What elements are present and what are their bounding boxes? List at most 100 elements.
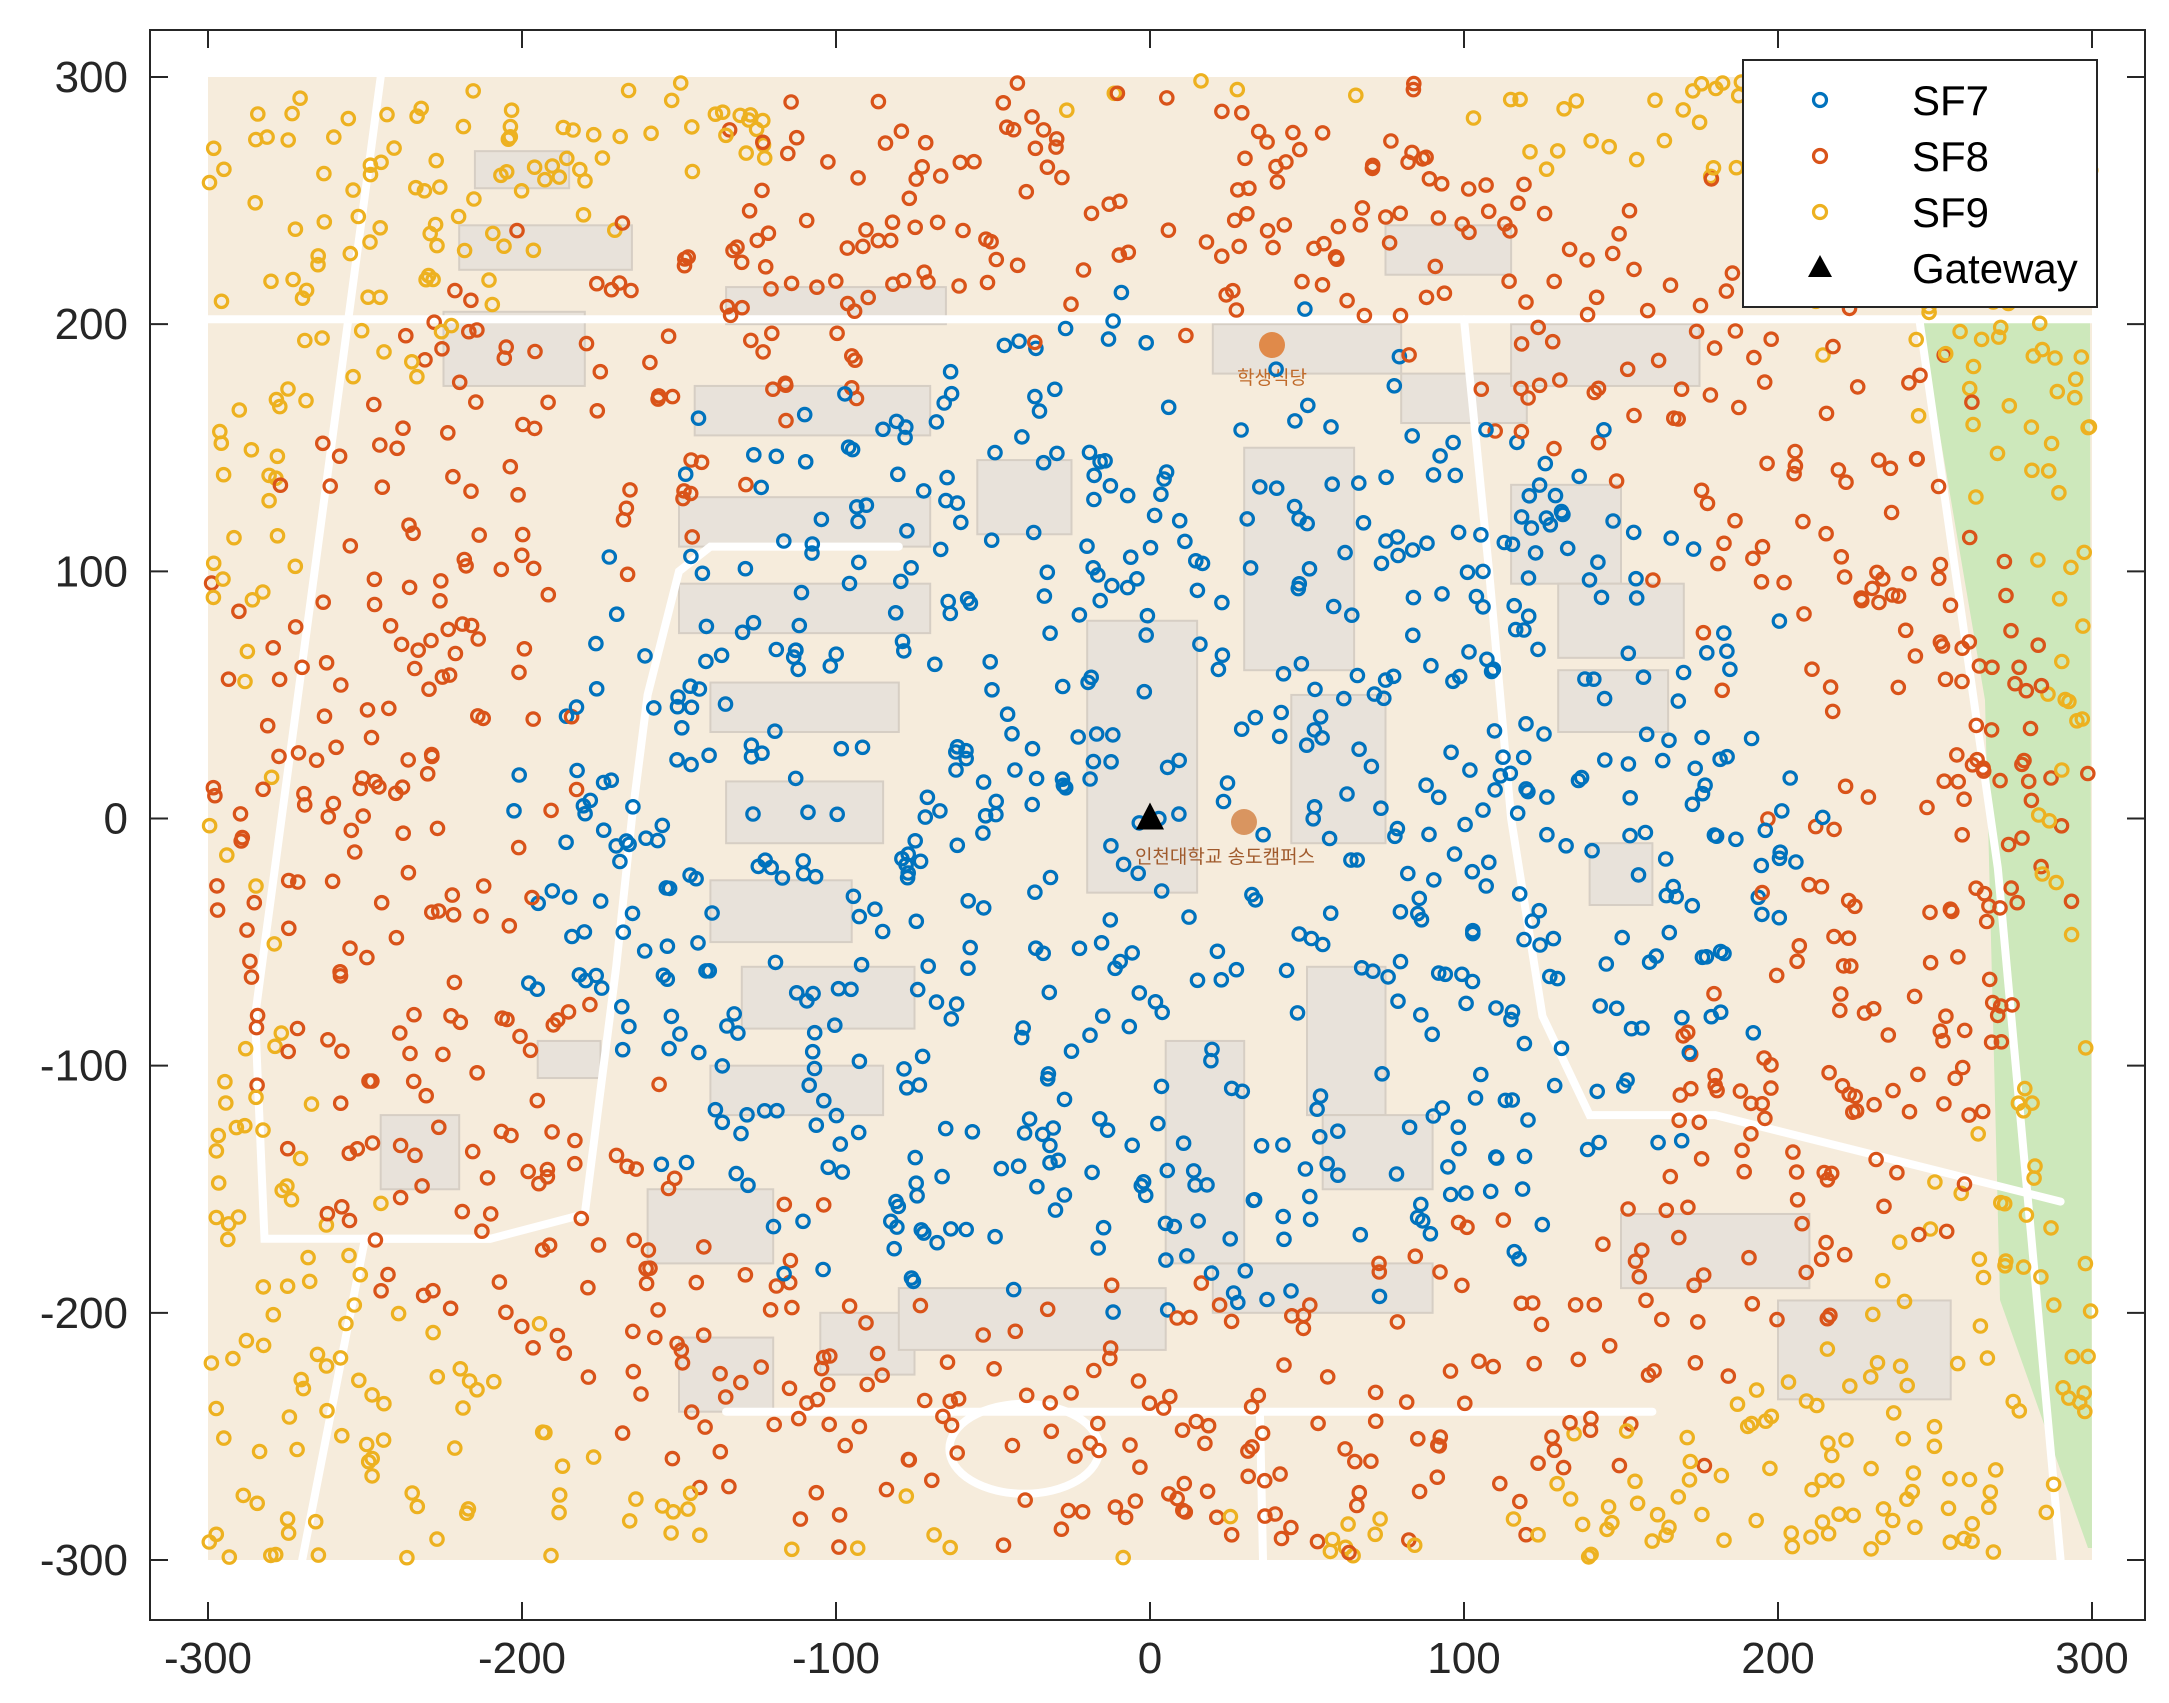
scatter-point-sf8 [1349, 1497, 1365, 1514]
scatter-point-sf7 [1271, 728, 1288, 745]
scatter-point-sf7 [1130, 865, 1146, 882]
scatter-point-sf7 [1380, 969, 1396, 985]
scatter-point-sf8 [280, 1043, 296, 1060]
scatter-point-sf7 [1532, 937, 1548, 953]
scatter-point-sf9 [399, 1549, 415, 1566]
scatter-point-sf7 [919, 789, 936, 806]
scatter-point-sf7 [659, 938, 676, 954]
scatter-point-sf8 [1341, 1544, 1357, 1561]
scatter-point-sf8 [580, 1369, 597, 1385]
scatter-point-sf8 [1392, 307, 1409, 324]
scatter-point-sf7 [1042, 1137, 1058, 1154]
scatter-point-sf8 [1795, 513, 1811, 530]
scatter-point-sf8 [460, 323, 477, 340]
scatter-point-sf7 [1586, 671, 1602, 687]
scatter-point-sf7 [1814, 809, 1831, 826]
scatter-point-sf7 [683, 699, 700, 716]
scatter-point-sf8 [942, 1393, 958, 1410]
scatter-point-sf8 [474, 1223, 490, 1239]
scatter-point-sf8 [539, 1169, 556, 1185]
scatter-point-sf7 [1622, 827, 1638, 844]
scatter-point-sf7 [1478, 878, 1494, 894]
scatter-point-sf8 [1371, 1264, 1388, 1280]
scatter-point-sf8 [1378, 209, 1394, 225]
scatter-point-sf9 [212, 423, 228, 440]
scatter-point-sf7 [1743, 730, 1760, 747]
scatter-point-sf8 [342, 940, 358, 956]
scatter-point-sf8 [1901, 565, 1917, 582]
scatter-point-sf9 [1896, 1293, 1913, 1310]
scatter-point-sf8 [1638, 1292, 1654, 1309]
scatter-point-sf7 [1650, 1134, 1666, 1151]
scatter-point-sf9 [2046, 1297, 2062, 1313]
scatter-point-sf8 [543, 802, 559, 819]
scatter-point-sf8 [1160, 222, 1177, 238]
scatter-point-sf8 [1680, 1199, 1696, 1216]
scatter-point-sf7 [1378, 469, 1394, 486]
scatter-point-sf9 [544, 158, 561, 174]
scatter-point-sf8 [1880, 1027, 1897, 1043]
scatter-point-sf7 [1573, 769, 1590, 786]
map-poi-top: 학생식당 [1237, 332, 1307, 389]
scatter-point-sf7 [1589, 1083, 1605, 1100]
scatter-point-sf7 [848, 499, 865, 515]
scatter-point-sf7 [1745, 1025, 1762, 1041]
scatter-point-sf8 [1407, 1248, 1424, 1264]
scatter-point-sf7 [1131, 985, 1148, 1001]
scatter-point-sf9 [205, 140, 222, 157]
scatter-point-sf8 [1048, 139, 1064, 155]
scatter-point-sf7 [796, 406, 813, 423]
scatter-point-sf9 [353, 322, 370, 339]
scatter-point-sf7 [655, 967, 672, 984]
scatter-point-sf8 [389, 440, 405, 457]
scatter-point-sf7 [1605, 513, 1621, 529]
scatter-point-sf8 [950, 1391, 967, 1407]
scatter-point-sf9 [1972, 1318, 1989, 1334]
scatter-point-sf8 [322, 478, 338, 494]
scatter-point-sf7 [948, 762, 964, 778]
scatter-point-sf7 [768, 641, 785, 658]
scatter-point-sf7 [1049, 445, 1065, 462]
map-building [458, 224, 633, 271]
scatter-point-sf8 [1454, 216, 1470, 232]
scatter-point-sf8 [1825, 338, 1841, 355]
scatter-point-sf8 [1975, 760, 1991, 776]
scatter-point-sf8 [1111, 247, 1128, 263]
scatter-point-sf8 [491, 1274, 508, 1290]
scatter-point-sf9 [1729, 1396, 1746, 1412]
scatter-point-sf8 [874, 1367, 890, 1383]
scatter-point-sf7 [929, 1234, 945, 1251]
scatter-point-sf8 [2014, 756, 2030, 773]
scatter-point-sf8 [741, 203, 758, 219]
map-building [1211, 323, 1403, 375]
scatter-point-sf9 [1874, 1272, 1891, 1289]
scatter-point-sf7 [1070, 729, 1086, 745]
map-building [1384, 224, 1513, 276]
scatter-point-sf7 [618, 833, 635, 849]
scatter-point-sf8 [820, 154, 836, 170]
scatter-point-sf8 [893, 123, 910, 139]
scatter-point-sf9 [220, 1216, 237, 1232]
scatter-point-sf7 [909, 981, 926, 998]
scatter-point-sf7 [1153, 1078, 1170, 1095]
scatter-point-sf8 [1009, 257, 1026, 274]
scatter-point-sf9 [1970, 1126, 1986, 1142]
legend-label: SF9 [1912, 189, 1989, 236]
scatter-point-sf8 [1709, 1082, 1725, 1099]
scatter-point-sf7 [1641, 954, 1658, 970]
scatter-point-sf7 [753, 479, 769, 496]
scatter-point-sf7 [1268, 361, 1284, 377]
scatter-point-sf7 [1386, 377, 1403, 394]
scatter-point-sf8 [1830, 462, 1847, 478]
scatter-point-sf8 [1091, 1442, 1107, 1459]
scatter-point-sf9 [1549, 143, 1566, 159]
scatter-point-sf8 [1836, 1246, 1853, 1263]
scatter-point-sf7 [653, 1156, 670, 1173]
map-building [1243, 446, 1356, 672]
scatter-point-sf8 [608, 1147, 625, 1164]
scatter-point-sf7 [582, 792, 599, 809]
scatter-point-sf7 [561, 889, 578, 905]
scatter-point-sf8 [1090, 1415, 1106, 1432]
map-building [1557, 669, 1670, 733]
x-tick-label: 100 [1427, 1634, 1500, 1683]
